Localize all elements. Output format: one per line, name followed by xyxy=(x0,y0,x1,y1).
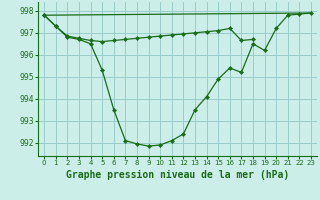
X-axis label: Graphe pression niveau de la mer (hPa): Graphe pression niveau de la mer (hPa) xyxy=(66,170,289,180)
